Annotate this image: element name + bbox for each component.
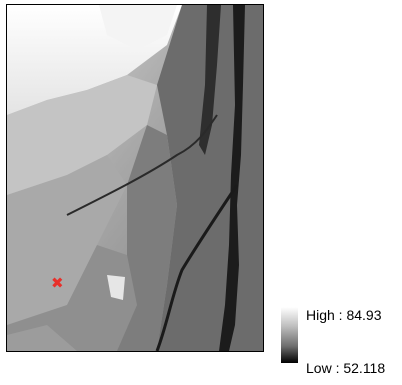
legend-low-label: Low : 52.118 [306, 360, 386, 376]
stream-line [66, 114, 218, 216]
bright-patch [99, 5, 177, 50]
elevation-legend: High : 84.93 Low : 52.118 [281, 303, 399, 383]
plain-area [7, 155, 127, 325]
bright-patch-small [107, 275, 125, 300]
lowland-area [7, 245, 137, 351]
legend-color-ramp [281, 307, 298, 363]
elevation-map[interactable]: ✖ [6, 4, 264, 352]
river-channel [219, 5, 245, 351]
slope-area [7, 75, 157, 195]
legend-high-label: High : 84.93 [306, 307, 382, 323]
bottom-left-patch [7, 325, 77, 351]
stream-line-main [155, 184, 239, 351]
river-branch [199, 5, 221, 155]
location-marker-icon[interactable]: ✖ [51, 275, 64, 292]
elevation-raster [7, 5, 263, 351]
